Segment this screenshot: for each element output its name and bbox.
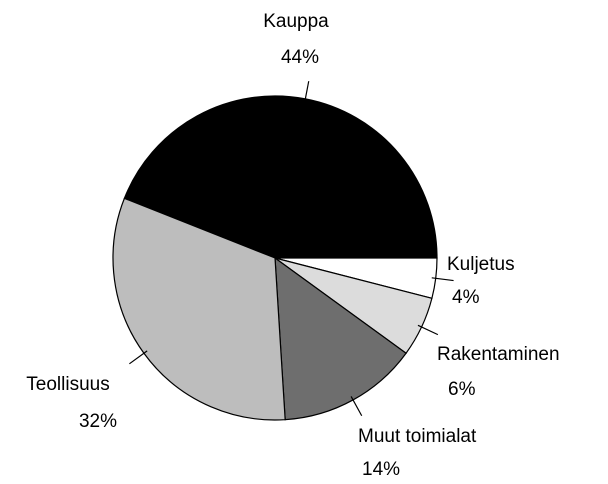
leader-line (304, 81, 310, 103)
leader-line (129, 350, 148, 365)
slice-label: Muut toimialat (358, 426, 477, 447)
slice-label: Rakentaminen (437, 344, 560, 365)
leader-line (350, 396, 363, 417)
leader-line (431, 277, 454, 282)
slice-value-label: 6% (448, 379, 476, 400)
slice-value-label: 44% (281, 47, 319, 68)
slice-label: Kuljetus (447, 254, 515, 275)
slice-value-label: 14% (362, 459, 400, 480)
slice-value-label: 32% (79, 411, 117, 432)
slice-label: Teollisuus (26, 374, 109, 395)
leader-line (417, 324, 439, 336)
slice-value-label: 4% (452, 287, 480, 308)
slice-label: Kauppa (263, 11, 329, 32)
